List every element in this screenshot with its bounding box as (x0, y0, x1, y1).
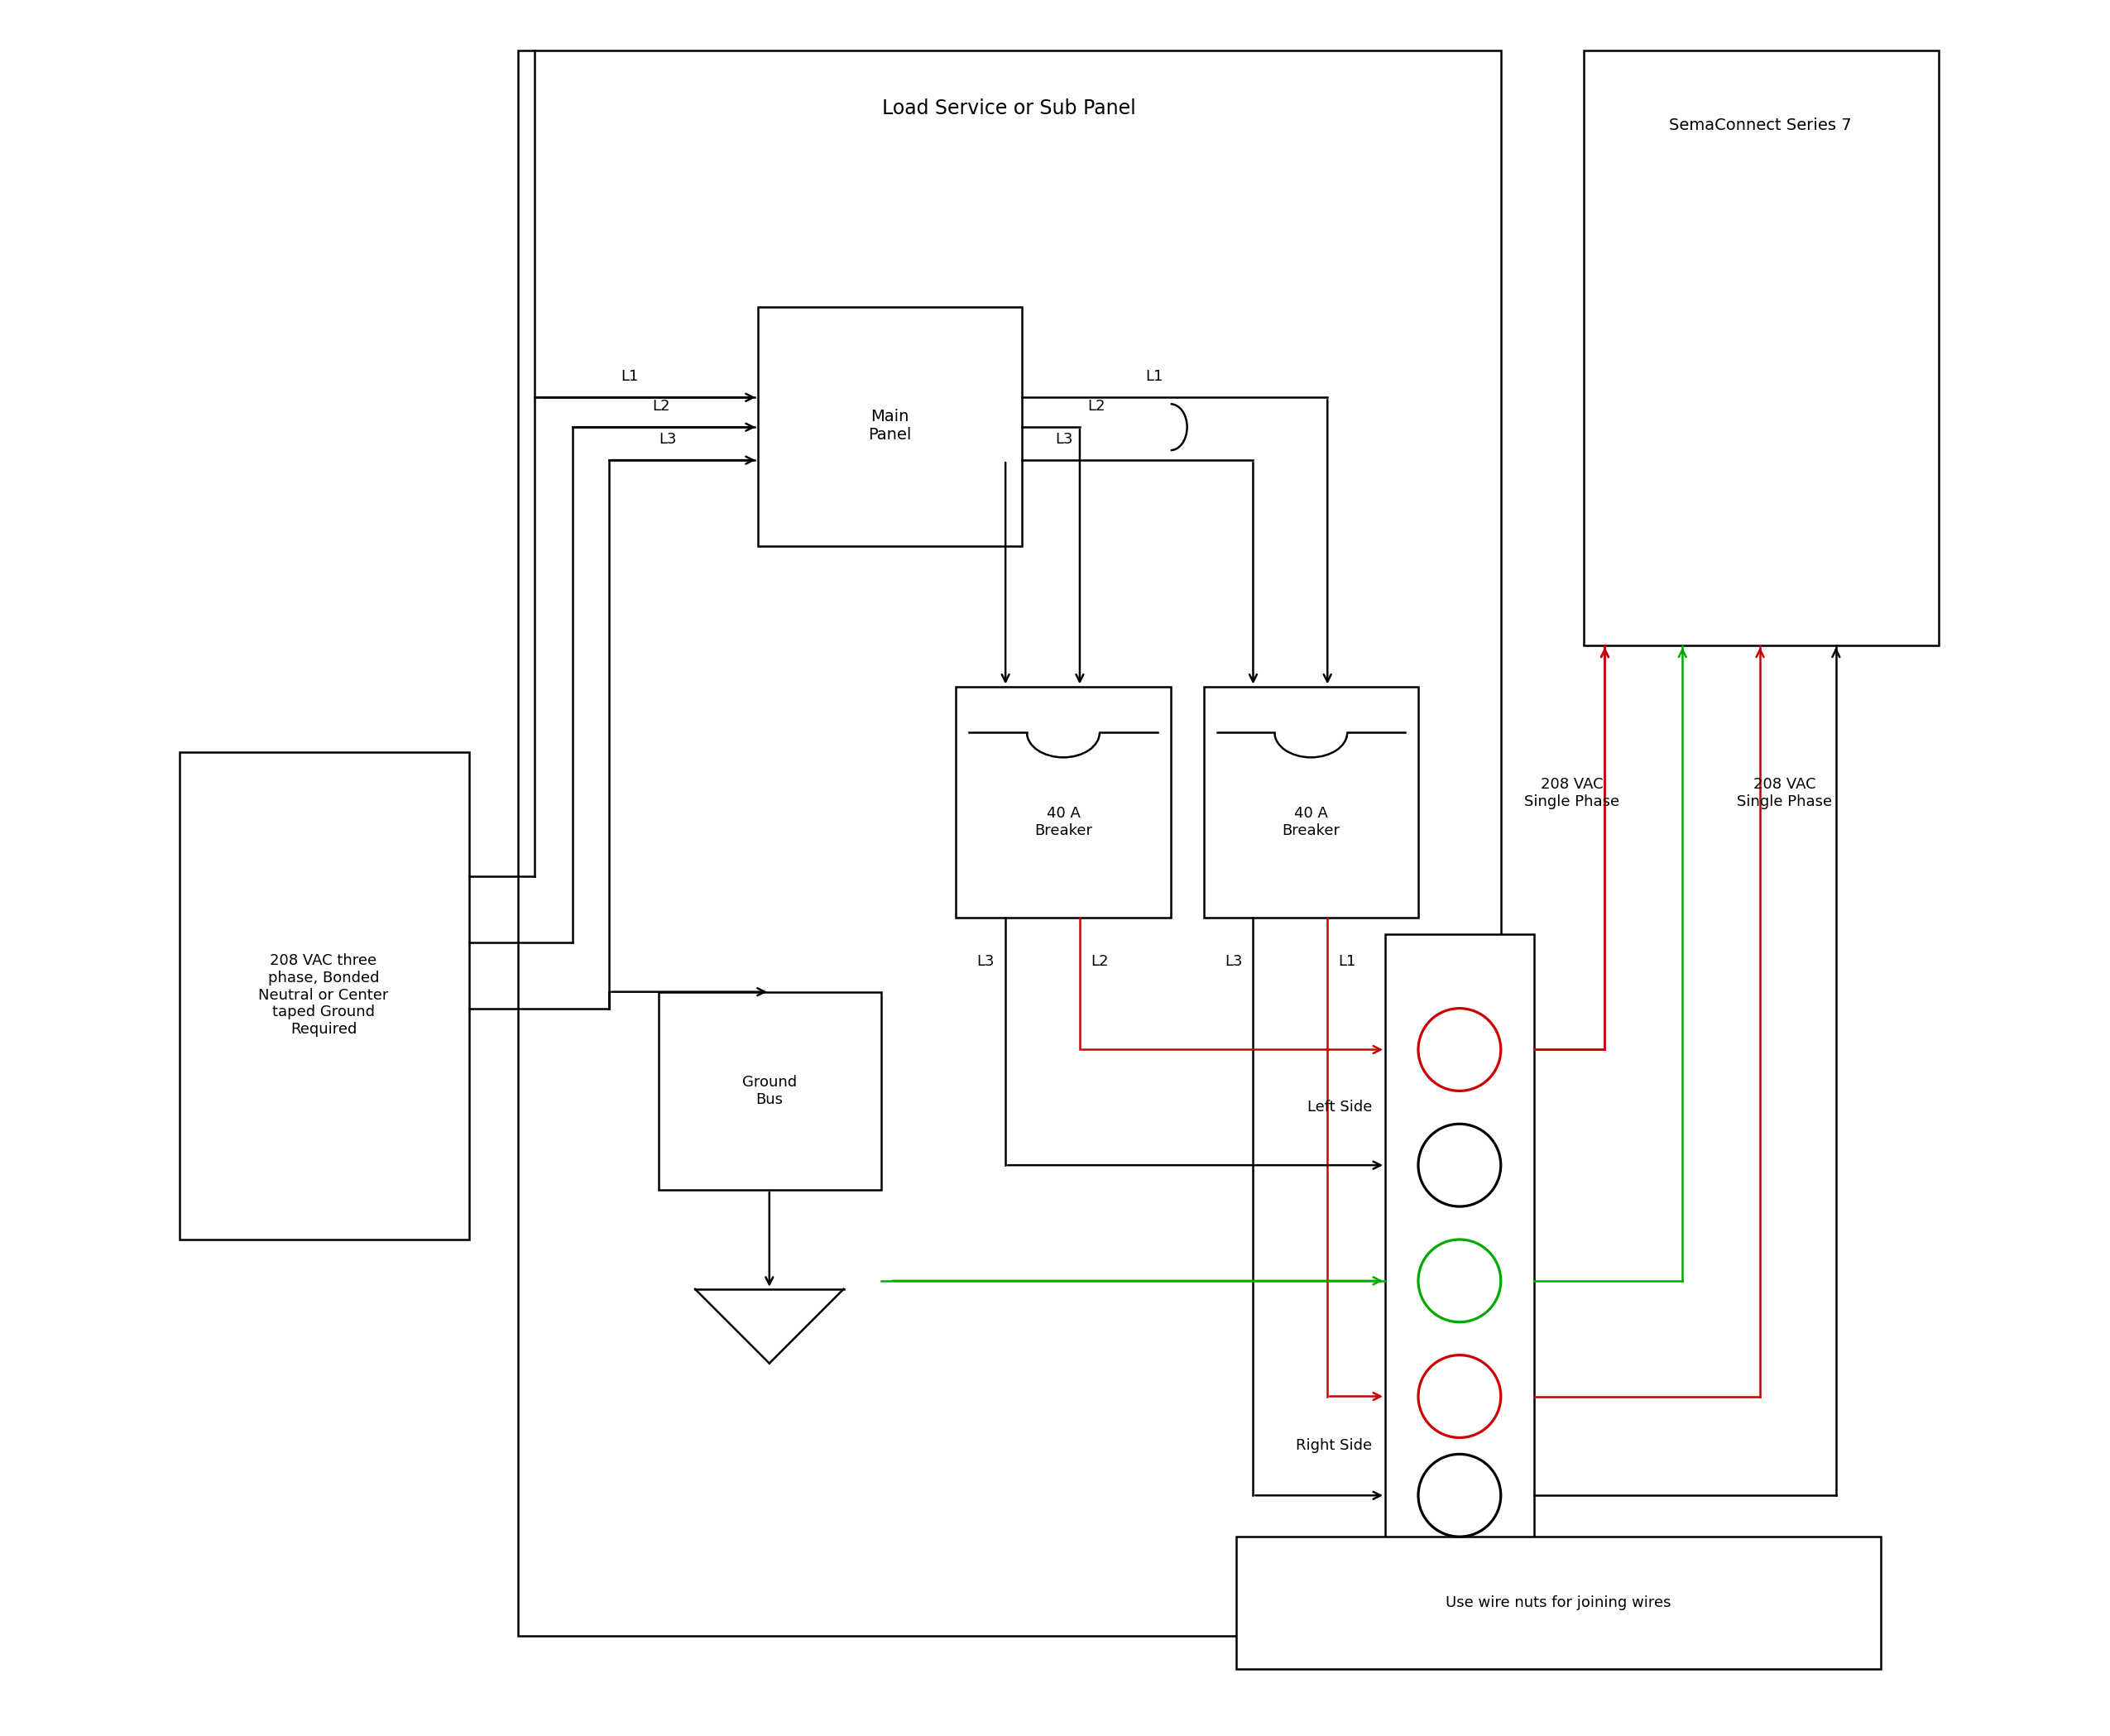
Bar (956, 686, 1171, 918)
Bar (1386, 934, 1534, 1628)
Text: Left Side: Left Side (1308, 1101, 1372, 1115)
Text: L3: L3 (977, 953, 994, 969)
Bar (757, 307, 1021, 547)
Text: Main
Panel: Main Panel (867, 408, 912, 443)
Text: L2: L2 (652, 399, 669, 413)
Text: L1: L1 (1146, 370, 1163, 384)
Bar (179, 752, 468, 1240)
Bar (1203, 686, 1418, 918)
Text: L2: L2 (1087, 399, 1106, 413)
Text: SemaConnect Series 7: SemaConnect Series 7 (1669, 116, 1850, 134)
Text: Ground
Bus: Ground Bus (743, 1075, 798, 1108)
Bar (519, 50, 1500, 1635)
Text: 208 VAC
Single Phase: 208 VAC Single Phase (1737, 778, 1831, 809)
Text: Load Service or Sub Panel: Load Service or Sub Panel (882, 99, 1135, 118)
Text: L1: L1 (620, 370, 639, 384)
Text: Right Side: Right Side (1296, 1439, 1372, 1453)
Bar (1236, 1536, 1880, 1668)
Text: Use wire nuts for joining wires: Use wire nuts for joining wires (1445, 1595, 1671, 1611)
Text: 40 A
Breaker: 40 A Breaker (1283, 806, 1340, 838)
Bar (658, 991, 882, 1189)
Text: 40 A
Breaker: 40 A Breaker (1034, 806, 1093, 838)
Text: L3: L3 (658, 432, 677, 446)
Text: L2: L2 (1091, 953, 1108, 969)
Text: L3: L3 (1224, 953, 1243, 969)
Bar (1582, 50, 1939, 646)
Text: 208 VAC
Single Phase: 208 VAC Single Phase (1523, 778, 1620, 809)
Text: L1: L1 (1338, 953, 1357, 969)
Text: 208 VAC three
phase, Bonded
Neutral or Center
taped Ground
Required: 208 VAC three phase, Bonded Neutral or C… (257, 953, 388, 1036)
Text: L3: L3 (1055, 432, 1072, 446)
